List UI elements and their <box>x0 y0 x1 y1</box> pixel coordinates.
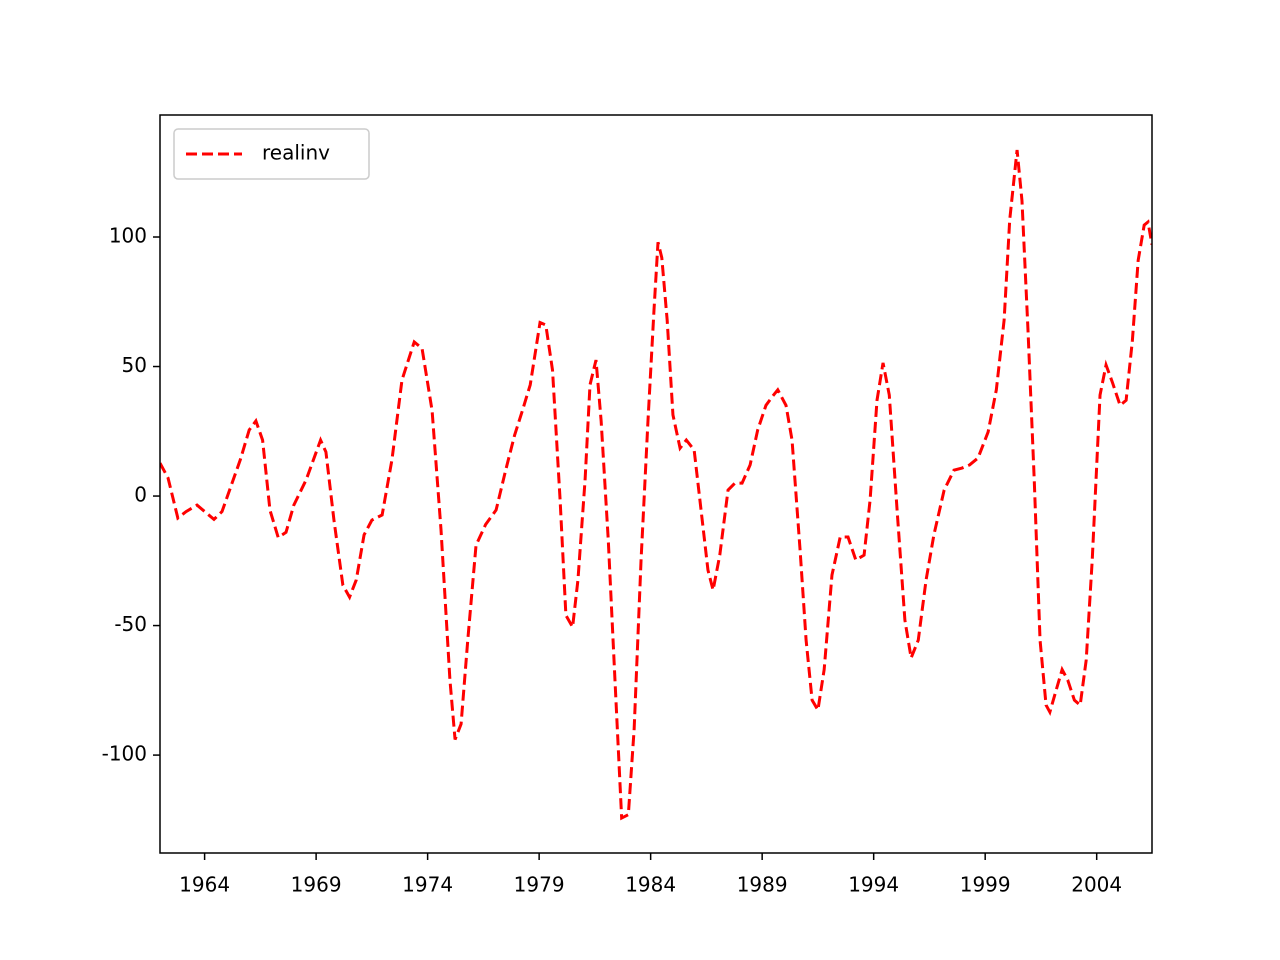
x-tick-label: 1979 <box>514 873 565 897</box>
plot-frame <box>159 114 1153 854</box>
x-tick-label: 2004 <box>1071 873 1122 897</box>
x-tick-label: 1989 <box>737 873 788 897</box>
legend-label: realinv <box>262 141 330 165</box>
y-tick-label: -50 <box>114 612 147 636</box>
data-line <box>160 149 1152 821</box>
x-tick-label: 1964 <box>179 873 230 897</box>
y-tick-label: 100 <box>109 224 147 248</box>
y-tick-label: 0 <box>134 483 147 507</box>
y-tick-label: -100 <box>102 742 147 766</box>
x-tick-label: 1994 <box>848 873 899 897</box>
legend-box <box>173 128 370 180</box>
x-tick-label: 1999 <box>960 873 1011 897</box>
x-tick-label: 1969 <box>291 873 342 897</box>
x-tick-label: 1984 <box>625 873 676 897</box>
y-tick-label: 50 <box>122 353 147 377</box>
x-tick-label: 1974 <box>402 873 453 897</box>
